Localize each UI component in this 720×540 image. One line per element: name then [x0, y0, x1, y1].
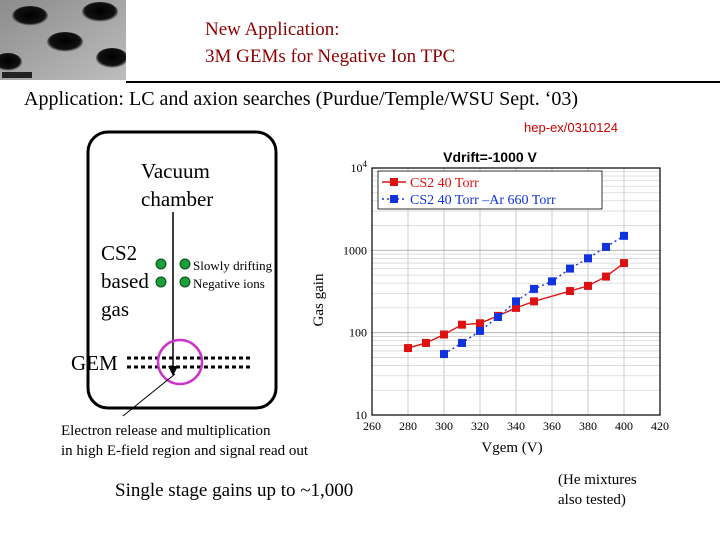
x-tick-label: 340	[507, 419, 525, 433]
legend-box	[377, 170, 603, 210]
gem-label: GEM	[71, 351, 118, 375]
y-axis-label: Gas gain	[311, 273, 327, 326]
data-point-series-2	[512, 297, 520, 306]
data-point-series-2	[476, 326, 484, 335]
data-point-series-2	[530, 284, 538, 293]
chart-axes: 260 280 300 320 340 360 380 400 420 10 100 1000 104	[343, 159, 669, 433]
title-divider	[126, 81, 720, 83]
gain-summary: Single stage gains up to ~1,000	[115, 480, 354, 501]
data-point-series-1	[602, 272, 610, 281]
data-point-series-2	[602, 242, 610, 251]
title-line-1: New Application:	[205, 19, 340, 40]
legend-marker-1	[390, 178, 398, 186]
x-tick-label: 420	[651, 419, 669, 433]
vacuum-chamber-box	[86, 130, 278, 410]
gem-hole-highlight	[156, 338, 204, 386]
gas-label-line1: CS2	[101, 241, 137, 265]
data-point-series-2	[620, 231, 628, 240]
slide-subtitle: Application: LC and axion searches (Purd…	[24, 88, 579, 110]
data-point-series-1	[404, 344, 412, 353]
gas-gain-chart: Vdrift=-1000 V 260 280 300 320 340 360 380 400 4…	[311, 149, 669, 456]
ion-dot	[179, 276, 191, 288]
data-point-series-1	[476, 319, 484, 328]
gem-micrograph	[0, 0, 126, 80]
caption-line1: Electron release and multiplication	[61, 423, 271, 439]
x-axis-label: Vgem (V)	[481, 440, 542, 456]
caption-line2: in high E-field region and signal read o…	[61, 443, 309, 459]
tpc-schematic: Vacuum chamber CS2 based gas Slowly drif…	[61, 130, 309, 459]
data-point-series-1	[584, 281, 592, 290]
ion-dot	[155, 276, 167, 288]
data-point-series-1	[512, 303, 520, 312]
data-point-series-1	[620, 259, 628, 268]
vacuum-label-line1: Vacuum	[141, 159, 210, 183]
data-point-series-1	[422, 338, 430, 347]
data-point-series-2	[494, 312, 502, 321]
vacuum-label-line2: chamber	[141, 187, 213, 211]
ion-dot	[155, 258, 167, 270]
data-point-series-2	[458, 338, 466, 347]
data-point-series-1	[530, 297, 538, 306]
y-tick-label: 10	[355, 408, 367, 422]
data-point-series-2	[440, 350, 448, 359]
gas-label-line3: gas	[101, 297, 129, 321]
x-tick-label: 380	[579, 419, 597, 433]
slide-title: New Application: 3M GEMs for Negative Io…	[205, 16, 455, 70]
chart-title: Vdrift=-1000 V	[443, 149, 537, 165]
data-point-series-1	[566, 287, 574, 296]
x-tick-label: 400	[615, 419, 633, 433]
x-tick-label: 320	[471, 419, 489, 433]
y-tick-label: 1000	[343, 243, 367, 257]
data-point-series-1	[458, 320, 466, 329]
ions-label-line2: Negative ions	[193, 276, 265, 291]
y-tick-label-top: 104	[351, 159, 368, 175]
data-point-series-1	[440, 330, 448, 339]
legend-label-1: CS2 40 Torr	[410, 176, 479, 191]
title-line-2: 3M GEMs for Negative Ion TPC	[205, 46, 456, 67]
ions-label-line1: Slowly drifting	[193, 258, 273, 273]
data-point-series-2	[566, 264, 574, 273]
gas-label-line2: based	[101, 269, 149, 293]
data-point-series-2	[548, 277, 556, 286]
plot-frame	[371, 167, 661, 416]
data-point-series-2	[584, 254, 592, 263]
caption-pointer	[122, 373, 176, 417]
legend-marker-2	[390, 195, 398, 203]
chart-series	[404, 231, 628, 359]
chart-legend: CS2 40 Torr CS2 40 Torr –Ar 660 Torr	[377, 170, 603, 210]
x-tick-label: 300	[435, 419, 453, 433]
y-tick-label: 100	[349, 326, 367, 340]
ion-dot	[179, 258, 191, 270]
mixture-note: (He mixtures also tested)	[558, 470, 637, 510]
x-tick-label: 360	[543, 419, 561, 433]
mixture-note-line1: (He mixtures	[558, 472, 637, 488]
x-tick-label: 280	[399, 419, 417, 433]
arxiv-reference: hep-ex/0310124	[524, 120, 618, 135]
x-tick-label: 260	[363, 419, 381, 433]
mixture-note-line2: also tested)	[558, 492, 626, 508]
legend-label-2: CS2 40 Torr –Ar 660 Torr	[410, 193, 556, 208]
